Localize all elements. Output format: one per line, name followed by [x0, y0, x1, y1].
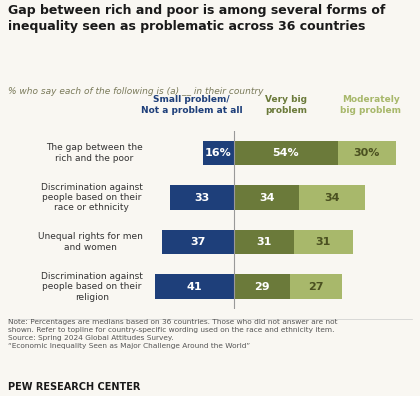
Bar [234, 141, 338, 165]
Text: 16%: 16% [205, 148, 232, 158]
Text: 29: 29 [254, 282, 270, 291]
Text: 34: 34 [324, 192, 340, 202]
Text: 31: 31 [256, 237, 271, 247]
Text: Unequal rights for men
and women: Unequal rights for men and women [38, 232, 143, 252]
Bar [299, 185, 365, 210]
Text: PEW RESEARCH CENTER: PEW RESEARCH CENTER [8, 382, 141, 392]
Text: Gap between rich and poor is among several forms of
inequality seen as problemat: Gap between rich and poor is among sever… [8, 4, 386, 33]
Bar [203, 141, 234, 165]
Bar [170, 185, 234, 210]
Text: Very big
problem: Very big problem [265, 95, 307, 115]
Text: 37: 37 [190, 237, 206, 247]
Text: 41: 41 [186, 282, 202, 291]
Bar [294, 230, 353, 254]
Text: The gap between the
rich and the poor: The gap between the rich and the poor [46, 143, 143, 163]
Text: 31: 31 [316, 237, 331, 247]
Text: Moderately
big problem: Moderately big problem [340, 95, 401, 115]
Bar [234, 185, 299, 210]
Bar [163, 230, 234, 254]
Bar [290, 274, 342, 299]
Text: 27: 27 [308, 282, 323, 291]
Bar [234, 230, 294, 254]
Text: Small problem/
Not a problem at all: Small problem/ Not a problem at all [141, 95, 242, 115]
Text: % who say each of the following is (a) __ in their country: % who say each of the following is (a) _… [8, 87, 264, 96]
Bar [338, 141, 396, 165]
Text: 34: 34 [259, 192, 274, 202]
Text: 33: 33 [194, 192, 210, 202]
Text: 54%: 54% [273, 148, 299, 158]
Text: Note: Percentages are medians based on 36 countries. Those who did not answer ar: Note: Percentages are medians based on 3… [8, 319, 338, 349]
Bar [155, 274, 234, 299]
Text: Discrimination against
people based on their
race or ethnicity: Discrimination against people based on t… [41, 183, 143, 212]
Text: 30%: 30% [354, 148, 380, 158]
Text: Discrimination against
people based on their
religion: Discrimination against people based on t… [41, 272, 143, 301]
Bar [234, 274, 290, 299]
